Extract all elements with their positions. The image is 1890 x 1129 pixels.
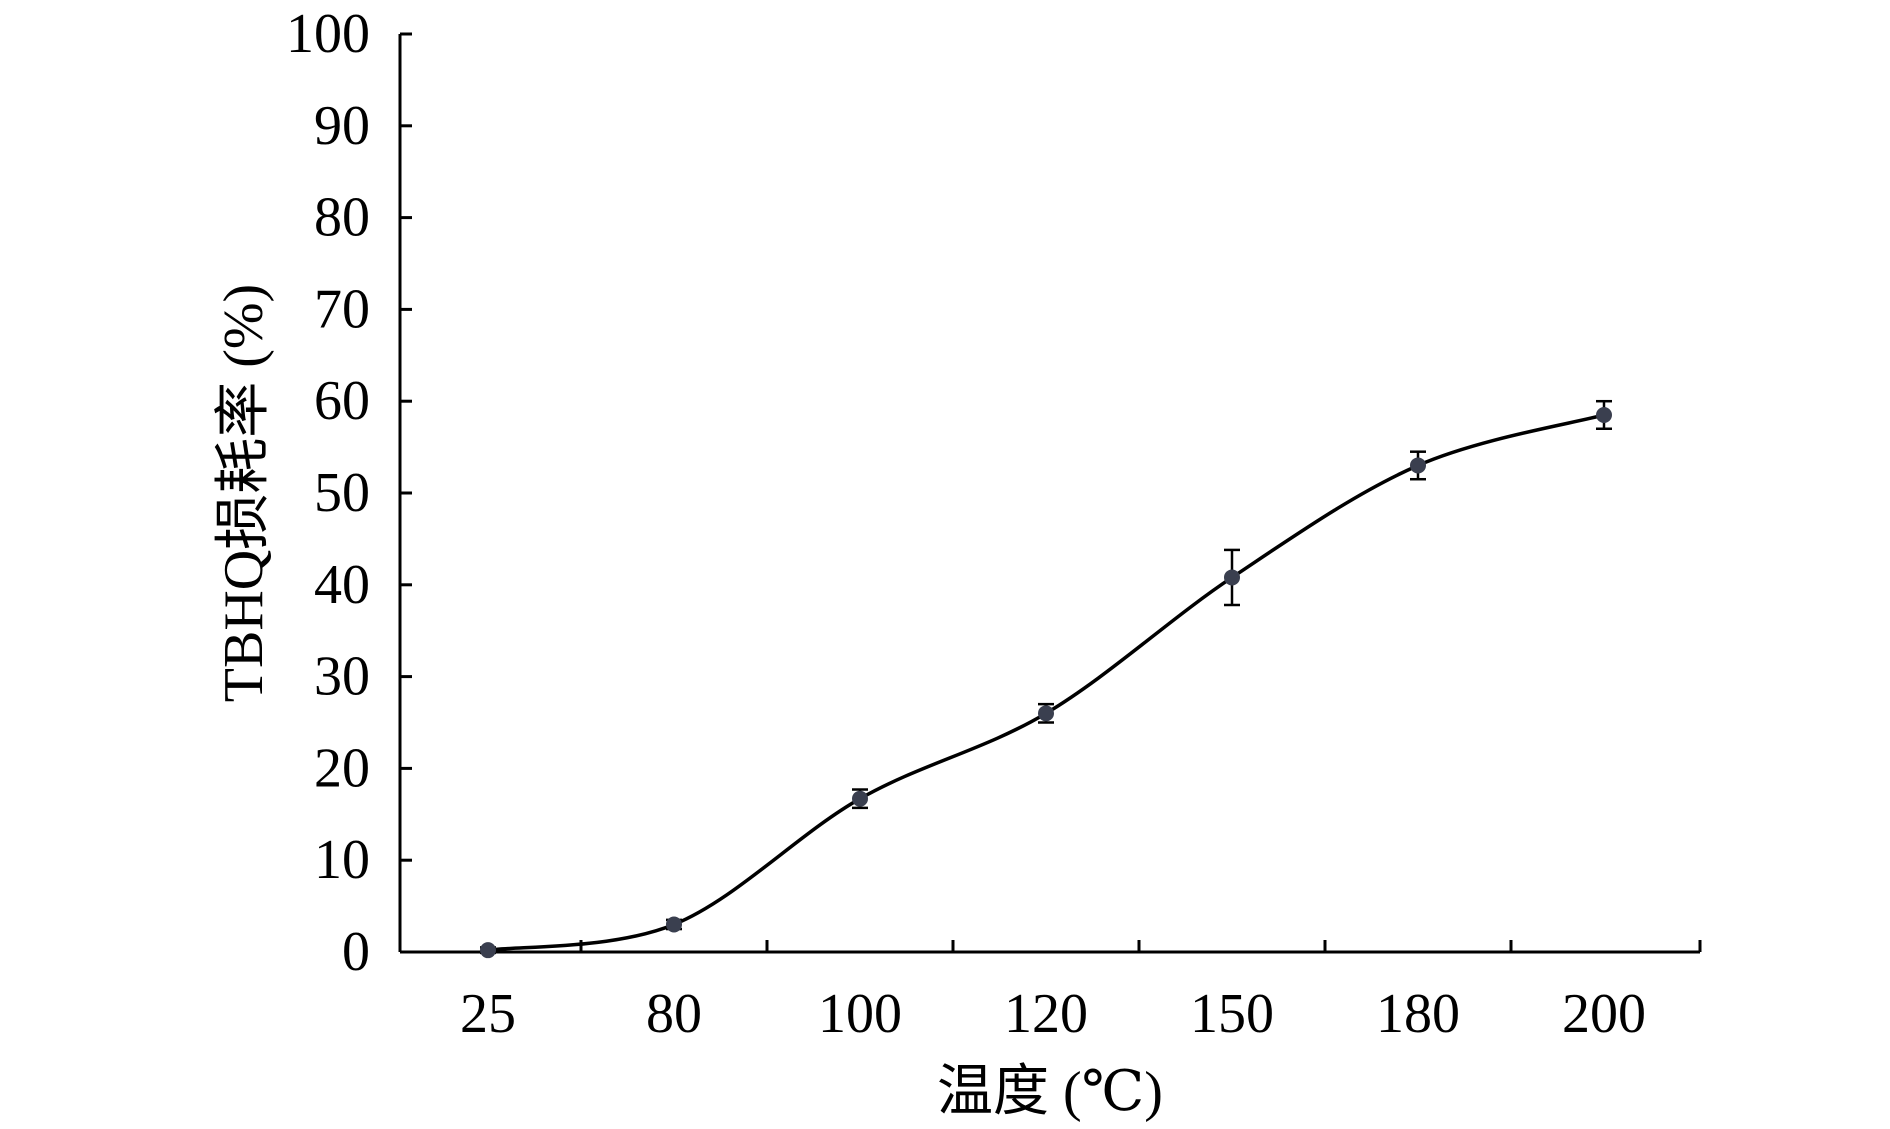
x-tick-label: 150 <box>1190 983 1274 1045</box>
y-tick-label: 90 <box>314 95 370 157</box>
data-point <box>1596 406 1612 423</box>
y-tick-label: 0 <box>342 921 370 983</box>
x-axis-ticks: 25 80 100 120 150 180 200 <box>398 940 1702 1045</box>
y-tick-label: 80 <box>314 187 370 249</box>
x-tick-label: 100 <box>818 983 902 1045</box>
data-point <box>1038 705 1054 722</box>
y-tick-label: 40 <box>314 554 370 616</box>
x-tick-label: 120 <box>1004 983 1088 1045</box>
data-point <box>480 942 496 959</box>
x-axis-title: 温度 (℃) <box>937 1061 1163 1123</box>
y-tick-label: 10 <box>314 829 370 891</box>
x-tick-label: 200 <box>1562 983 1646 1045</box>
x-tick-label: 25 <box>460 983 516 1045</box>
y-axis-ticks: 0 10 20 30 40 50 60 70 80 90 100 <box>286 3 412 983</box>
y-tick-label: 30 <box>314 646 370 708</box>
y-tick-label: 100 <box>286 3 370 65</box>
data-point <box>666 916 682 933</box>
y-tick-label: 70 <box>314 278 370 340</box>
y-tick-label: 60 <box>314 370 370 432</box>
x-tick-label: 80 <box>646 983 702 1045</box>
x-tick-label: 180 <box>1376 983 1460 1045</box>
y-tick-label: 20 <box>314 737 370 799</box>
series-line <box>487 413 1605 952</box>
y-axis-title: TBHQ损耗率 (%) <box>213 284 275 702</box>
data-point <box>1224 569 1240 586</box>
series-group <box>480 399 1612 959</box>
data-point <box>1410 457 1426 474</box>
y-tick-label: 50 <box>314 462 370 524</box>
data-point <box>852 790 868 807</box>
